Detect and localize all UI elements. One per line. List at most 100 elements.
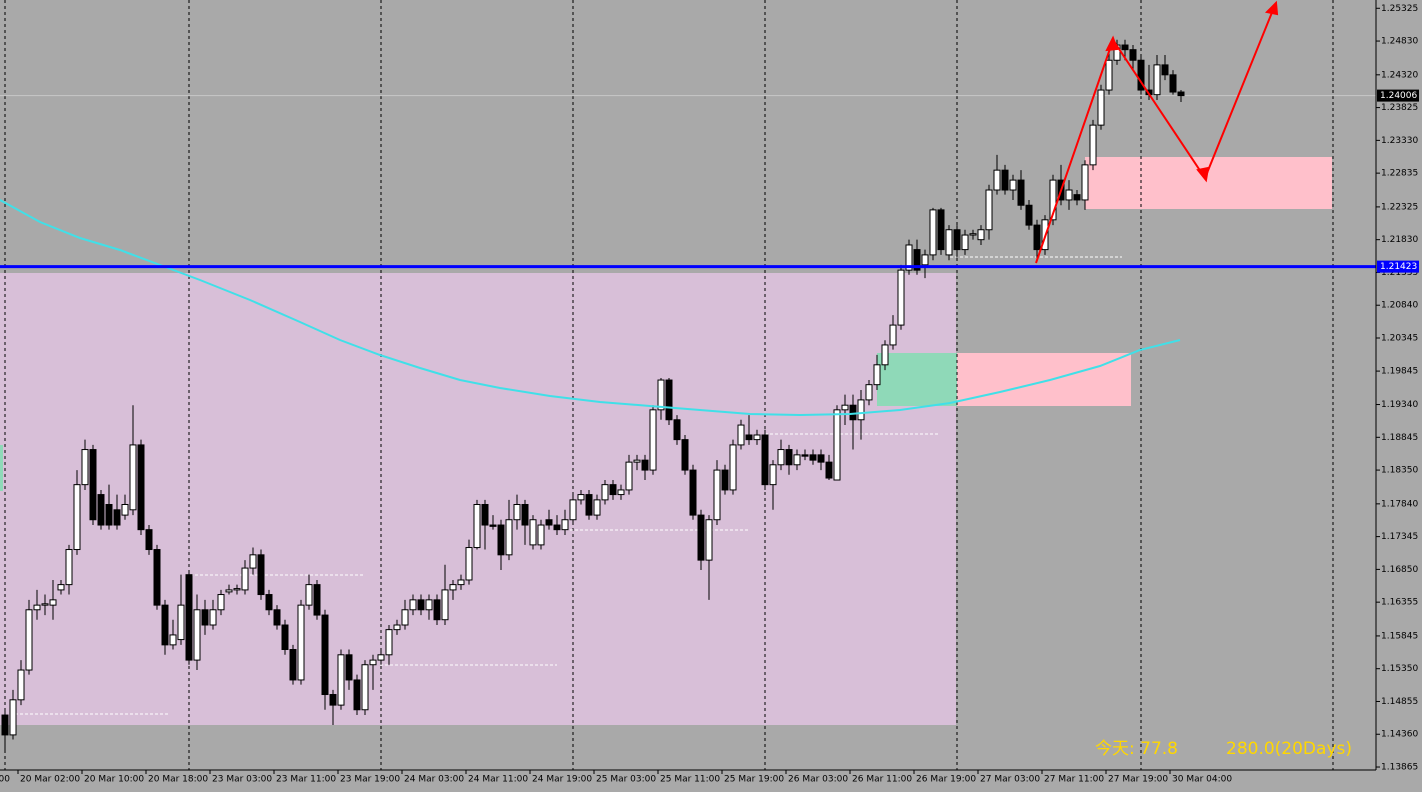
candle-body [1137, 59, 1145, 91]
y-tick-label: 1.21335 [1381, 268, 1418, 278]
candle-body [1081, 164, 1089, 201]
candle-body [49, 599, 57, 606]
zigzag [1035, 4, 1276, 264]
candles [1, 39, 1185, 752]
candle-body [137, 444, 145, 531]
pink-zone-upper [1085, 157, 1332, 209]
green-zone-small [0, 445, 3, 491]
x-tick-label: 20 Mar 10:00 [84, 775, 144, 785]
candle-body [433, 599, 441, 621]
y-tick-label: 1.21830 [1381, 235, 1418, 245]
candle-body [569, 499, 577, 521]
y-tick-label: 1.18845 [1381, 433, 1418, 443]
candle-body [721, 469, 729, 491]
candle-body [289, 649, 297, 681]
candle-body [953, 229, 961, 251]
arrow-head [1196, 166, 1210, 183]
candle-body [337, 654, 345, 706]
candle-body [449, 584, 457, 591]
candle-body [673, 419, 681, 441]
candle-body [737, 424, 745, 446]
candle-body [969, 233, 977, 236]
candle-body [89, 449, 97, 521]
x-tick-label: 26 Mar 19:00 [916, 775, 976, 785]
arrow-head [1105, 35, 1119, 52]
current-price-box [1377, 89, 1419, 102]
candle-body [385, 629, 393, 656]
candle-body [33, 604, 41, 611]
candle-body [65, 549, 73, 586]
candle-body [369, 659, 377, 666]
candle-body [217, 594, 225, 611]
candle-body [545, 519, 553, 526]
candle-body [873, 364, 881, 386]
candle-body [881, 344, 889, 366]
candle-body [1065, 189, 1073, 201]
candle-body [57, 584, 65, 591]
x-tick-label: 20 Mar 18:00 [148, 775, 208, 785]
separators [4, 0, 1334, 770]
y-tick-label: 1.15350 [1381, 664, 1418, 674]
candle-body [1089, 124, 1097, 166]
candle-body [249, 554, 257, 569]
candle-body [457, 579, 465, 586]
candle-body [489, 524, 497, 527]
projection-arrows [1035, 0, 1279, 264]
candle-body [937, 209, 945, 251]
x-tick-label: 30 Mar 04:00 [1172, 775, 1232, 785]
candle-body [521, 504, 529, 526]
candle-body [97, 494, 105, 526]
purple-zone [0, 273, 956, 725]
candle-body [25, 609, 33, 671]
candle-body [945, 229, 953, 256]
x-tick-label: 20 Mar 02:00 [20, 775, 80, 785]
candle-body [153, 549, 161, 606]
candle-body [561, 519, 569, 531]
candle-body [1097, 89, 1105, 126]
candle-body [681, 439, 689, 471]
y-tick-label: 1.15845 [1381, 631, 1418, 641]
candle-body [177, 604, 185, 641]
candle-body [481, 504, 489, 526]
candle-body [1017, 179, 1025, 206]
candle-body [705, 519, 713, 561]
current-price-label: 1.24006 [1380, 91, 1417, 101]
arrow-head [1264, 0, 1279, 16]
x-tick-label: 25 Mar 19:00 [724, 775, 784, 785]
x-tick-label: 26 Mar 03:00 [788, 775, 848, 785]
candle-body [809, 454, 817, 461]
candle-body [9, 699, 17, 736]
candle-body [497, 524, 505, 556]
candle-body [241, 567, 249, 591]
x-tick-label: 27 Mar 03:00 [980, 775, 1040, 785]
candle-body [345, 654, 353, 681]
y-tick-label: 1.16850 [1381, 565, 1418, 575]
y-tick-label: 1.24830 [1381, 37, 1418, 47]
candle-body [753, 434, 761, 441]
candle-body [889, 324, 897, 346]
candle-body [129, 444, 137, 511]
candle-body [193, 609, 201, 661]
candle-body [113, 509, 121, 526]
candle-body [833, 409, 841, 481]
candle-body [961, 234, 969, 251]
candle-body [41, 603, 49, 606]
candle-body [729, 444, 737, 491]
candle-body [1033, 224, 1041, 251]
x-tick-label: 26 Mar 11:00 [852, 775, 912, 785]
candle-body [1, 714, 9, 736]
y-tick-label: 1.17840 [1381, 499, 1418, 509]
candle-body [977, 229, 985, 241]
zones [0, 157, 1332, 725]
candle-body [553, 524, 561, 531]
candle-body [609, 484, 617, 496]
candle-body [265, 594, 273, 611]
y-tick-label: 1.14360 [1381, 730, 1418, 740]
candle-body [793, 454, 801, 466]
x-tick-label: 24 Mar 19:00 [532, 775, 592, 785]
candle-body [649, 409, 657, 471]
candle-body [145, 529, 153, 551]
candle-body [633, 459, 641, 463]
y-tick-label: 1.24320 [1381, 70, 1418, 80]
